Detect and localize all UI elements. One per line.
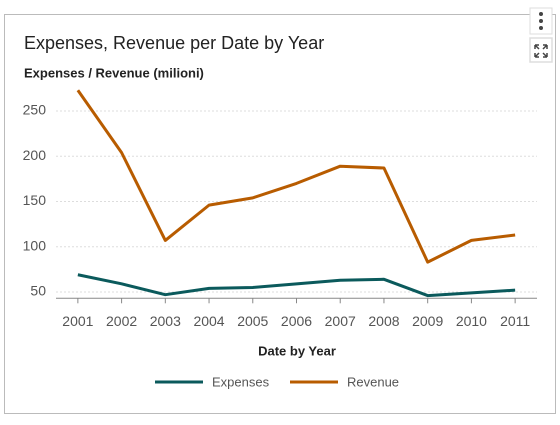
- x-tick-label: 2004: [193, 313, 224, 329]
- x-tick-label: 2009: [412, 313, 443, 329]
- line: [77, 273, 516, 298]
- line: [76, 89, 516, 264]
- y-tick-label: 150: [23, 192, 47, 208]
- legend-label: Revenue: [347, 374, 399, 389]
- x-tick-label: 2007: [325, 313, 356, 329]
- x-axis-title: Date by Year: [258, 343, 336, 358]
- y-axis-title: Expenses / Revenue (milioni): [24, 65, 204, 80]
- menu-icon[interactable]: [529, 7, 553, 35]
- x-tick-label: 2005: [237, 313, 268, 329]
- expand-icon[interactable]: [529, 37, 553, 63]
- y-tick-label: 50: [30, 283, 46, 299]
- legend-label: Expenses: [212, 374, 270, 389]
- y-tick-label: 250: [23, 102, 47, 118]
- chart-title: Expenses, Revenue per Date by Year: [24, 33, 324, 53]
- x-tick-label: 2008: [368, 313, 399, 329]
- y-tick-label: 200: [23, 147, 47, 163]
- x-tick-label: 2001: [62, 313, 93, 329]
- frame: [4, 14, 556, 414]
- y-tick-label: 100: [23, 237, 47, 253]
- x-tick-label: 2003: [150, 313, 181, 329]
- x-tick-label: 2002: [106, 313, 137, 329]
- x-tick-label: 2010: [456, 313, 487, 329]
- x-tick-label: 2011: [500, 313, 530, 329]
- x-tick-label: 2006: [281, 313, 312, 329]
